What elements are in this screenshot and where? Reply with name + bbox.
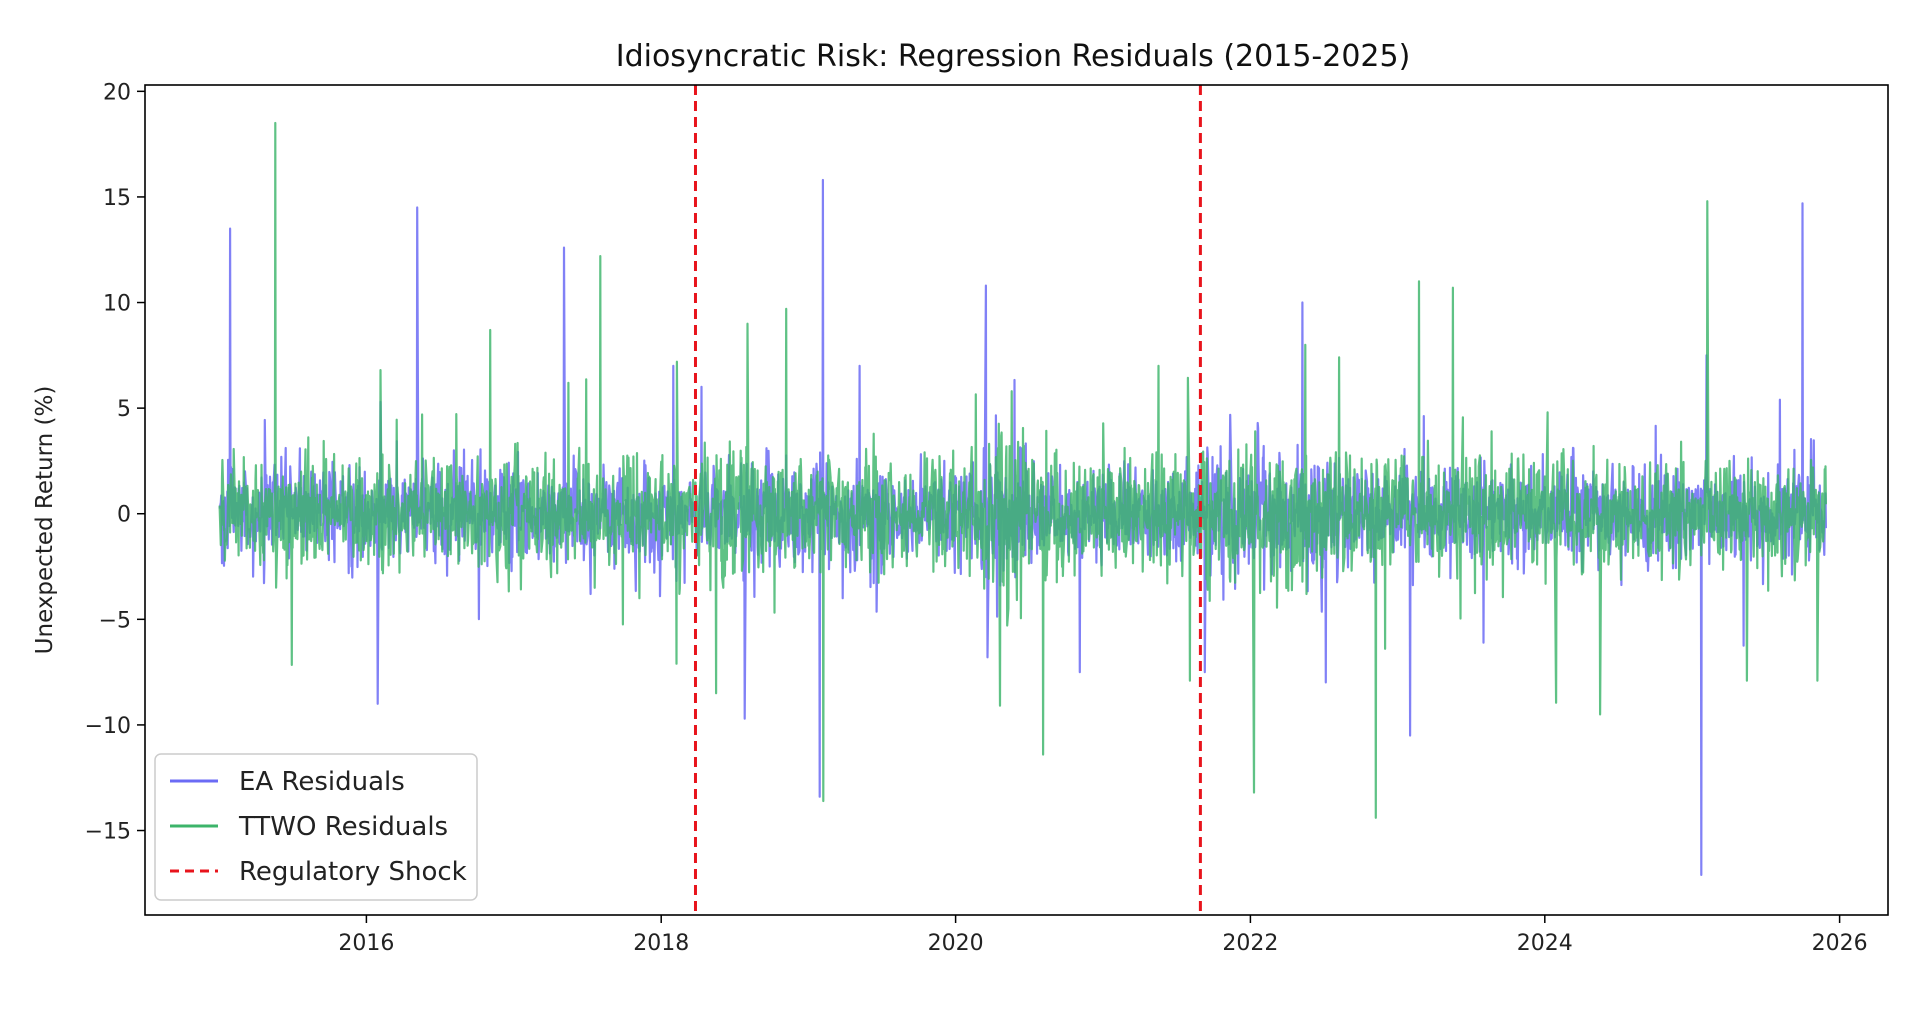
x-tick-label: 2026 — [1812, 931, 1868, 956]
legend-label-ttwo: TTWO Residuals — [238, 812, 448, 842]
shock-lines-layer — [693, 85, 1202, 915]
legend-box — [154, 753, 478, 901]
y-tick-label: 20 — [103, 80, 131, 105]
y-tick-label: −15 — [85, 820, 131, 845]
x-tick-label: 2024 — [1517, 931, 1573, 956]
x-tick-label: 2020 — [928, 931, 984, 956]
x-tick-label: 2018 — [633, 931, 689, 956]
legend: EA Residuals TTWO Residuals Regulatory S… — [154, 753, 478, 901]
x-tick-label: 2016 — [338, 931, 394, 956]
y-tick-label: 5 — [117, 397, 131, 422]
chart-title: Idiosyncratic Risk: Regression Residuals… — [616, 39, 1411, 74]
y-tick-label: 10 — [103, 292, 131, 317]
legend-label-ea: EA Residuals — [239, 767, 405, 797]
x-tick-label: 2022 — [1222, 931, 1278, 956]
y-tick-label: 0 — [117, 503, 131, 528]
y-axis-label: Unexpected Return (%) — [32, 386, 58, 655]
plot-frame — [144, 84, 1889, 916]
y-axis-ticks: 20 15 10 5 0 −5 −10 −15 — [85, 80, 145, 845]
ttwo-residuals-line — [218, 121, 1827, 819]
x-axis-ticks: 2016 2018 2020 2022 2024 2026 — [338, 915, 1868, 956]
y-tick-label: 15 — [103, 186, 131, 211]
legend-label-shock: Regulatory Shock — [239, 857, 467, 887]
series-layer — [218, 121, 1827, 877]
y-tick-label: −5 — [99, 608, 131, 633]
y-tick-label: −10 — [85, 714, 131, 739]
